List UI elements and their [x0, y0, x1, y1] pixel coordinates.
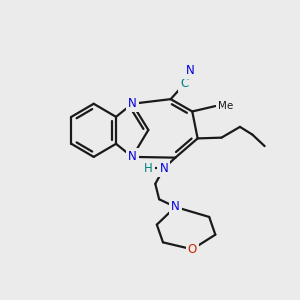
Text: H: H: [144, 162, 153, 175]
Text: N: N: [171, 200, 180, 213]
Text: N: N: [186, 64, 194, 77]
Text: N: N: [128, 150, 136, 164]
Text: N: N: [159, 162, 168, 175]
Text: C: C: [180, 77, 189, 90]
Text: Me: Me: [218, 101, 233, 111]
Text: O: O: [188, 243, 197, 256]
Text: N: N: [128, 97, 136, 110]
